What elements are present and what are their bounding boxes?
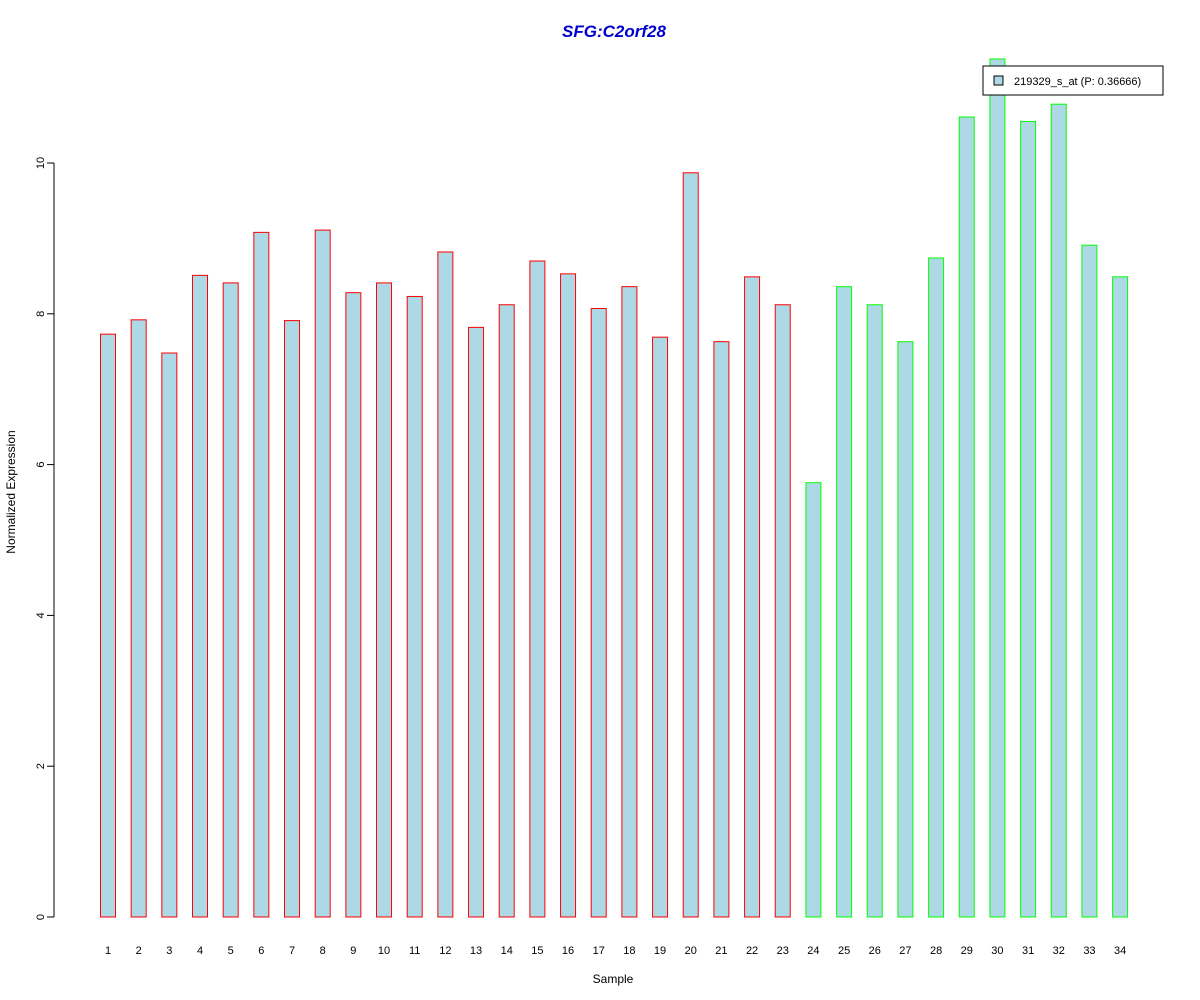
x-tick-label: 22 (746, 945, 758, 957)
x-tick-label: 34 (1114, 945, 1126, 957)
legend-swatch (993, 75, 1004, 86)
x-axis-label: Sample (593, 972, 634, 986)
legend-box (982, 65, 1164, 96)
bar-sample-8 (314, 229, 331, 918)
bar-sample-16 (560, 273, 577, 918)
bar-sample-20 (682, 172, 699, 918)
x-tick-label: 28 (930, 945, 942, 957)
x-tick-label: 4 (197, 945, 203, 957)
bar-sample-32 (1050, 103, 1067, 918)
bar-sample-13 (468, 326, 485, 918)
x-tick-label: 33 (1083, 945, 1095, 957)
x-tick-label: 8 (320, 945, 326, 957)
bar-sample-33 (1081, 244, 1098, 918)
bar-sample-4 (192, 274, 209, 918)
bar-sample-22 (744, 276, 761, 918)
bar-sample-11 (406, 295, 423, 918)
bar-sample-10 (376, 282, 393, 918)
y-tick-label: 10 (35, 157, 47, 169)
y-tick-label: 4 (35, 612, 47, 618)
y-axis: 0 2 4 6 8 10 (35, 157, 55, 920)
bar-sample-6 (253, 231, 270, 918)
bar-sample-34 (1112, 276, 1129, 918)
bar-sample-28 (928, 257, 945, 918)
x-tick-label: 29 (961, 945, 973, 957)
x-tick-label: 32 (1053, 945, 1065, 957)
x-tick-label: 23 (777, 945, 789, 957)
x-tick-label: 14 (501, 945, 513, 957)
x-tick-label: 7 (289, 945, 295, 957)
bar-sample-15 (529, 260, 546, 918)
x-tick-label: 24 (807, 945, 819, 957)
legend-label: 219329_s_at (P: 0.36666) (1014, 76, 1141, 88)
x-tick-label: 6 (258, 945, 264, 957)
x-tick-label: 1 (105, 945, 111, 957)
x-tick-label: 9 (350, 945, 356, 957)
x-tick-label: 25 (838, 945, 850, 957)
bar-sample-14 (498, 304, 515, 918)
bar-sample-19 (652, 336, 669, 918)
bar-sample-24 (805, 482, 822, 918)
bar-sample-26 (866, 304, 883, 918)
x-tick-labels: 1 2 3 4 5 6 7 8 9 10 11 12 13 14 15 16 17 18 19 20 21 22 23 24 2… (105, 945, 1126, 957)
x-tick-label: 16 (562, 945, 574, 957)
bar-sample-2 (130, 319, 147, 918)
chart-title: SFG:C2orf28 (562, 22, 666, 41)
bar-sample-21 (713, 341, 730, 918)
x-tick-label: 31 (1022, 945, 1034, 957)
x-tick-label: 19 (654, 945, 666, 957)
y-tick-label: 6 (35, 462, 47, 468)
y-tick-label: 2 (35, 763, 47, 769)
x-tick-label: 30 (991, 945, 1003, 957)
x-tick-label: 2 (136, 945, 142, 957)
x-tick-label: 20 (685, 945, 697, 957)
y-axis-label: Normalized Expression (4, 430, 18, 553)
x-tick-label: 5 (228, 945, 234, 957)
x-tick-label: 13 (470, 945, 482, 957)
bar-sample-3 (161, 352, 178, 918)
x-tick-label: 17 (593, 945, 605, 957)
x-tick-label: 11 (409, 945, 420, 957)
bar-sample-25 (836, 286, 853, 918)
y-tick-label: 0 (35, 914, 47, 920)
bar-sample-9 (345, 292, 362, 918)
bar-sample-18 (621, 286, 638, 918)
x-tick-label: 21 (715, 945, 727, 957)
x-tick-label: 15 (531, 945, 543, 957)
bar-sample-23 (774, 304, 791, 918)
x-tick-label: 12 (439, 945, 451, 957)
bar-sample-12 (437, 251, 454, 918)
bar-sample-5 (222, 282, 239, 918)
x-tick-label: 18 (623, 945, 635, 957)
bar-sample-7 (284, 320, 301, 918)
legend: 219329_s_at (P: 0.36666) (982, 65, 1164, 96)
bar-sample-29 (958, 116, 975, 918)
bar-sample-17 (590, 308, 607, 918)
x-tick-label: 26 (869, 945, 881, 957)
bars (100, 58, 1129, 918)
x-tick-label: 10 (378, 945, 390, 957)
x-tick-label: 3 (166, 945, 172, 957)
bar-sample-1 (100, 333, 116, 918)
bar-sample-31 (1020, 121, 1037, 918)
y-tick-label: 8 (35, 311, 47, 317)
bar-sample-27 (897, 341, 914, 918)
x-tick-label: 27 (899, 945, 911, 957)
bar-sample-30 (989, 58, 1006, 918)
